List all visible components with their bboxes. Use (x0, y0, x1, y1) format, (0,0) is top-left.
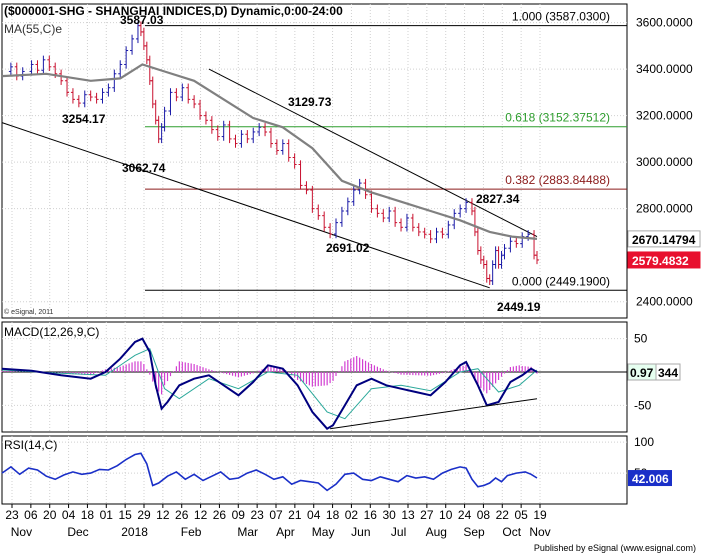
ma-price-label: 2670.14794 (632, 233, 696, 247)
x-tick-label: 30 (382, 508, 396, 522)
channel-upper-line (208, 68, 538, 238)
price-annotation: 2827.34 (476, 192, 520, 206)
x-tick-label: 16 (364, 508, 378, 522)
x-month-label: Apr (276, 525, 295, 539)
price-annotation: 3254.17 (62, 112, 106, 126)
x-month-label: Aug (426, 525, 447, 539)
fib-level-label: 0.382 (2883.84488) (505, 173, 610, 187)
x-tick-label: 24 (458, 508, 472, 522)
x-tick-label: 10 (439, 508, 453, 522)
last-price-label: 2579.4832 (632, 254, 689, 268)
fib-level-label: 1.000 (3587.0300) (512, 10, 610, 24)
ma-legend: MA(55,C)e (4, 22, 62, 36)
x-month-label: Jul (391, 525, 406, 539)
rsi-value-label: 42.006 (632, 472, 669, 486)
ma-price-tag (627, 230, 701, 248)
fib-level-label: 0.618 (3152.37512) (505, 111, 610, 125)
x-tick-label: 12 (194, 508, 208, 522)
price-panel-border (1, 3, 628, 319)
x-month-label: Feb (181, 525, 202, 539)
rsi-line (1, 452, 538, 492)
price-y-tick-label: 2400.0000 (636, 295, 693, 309)
x-tick-label: 07 (269, 508, 283, 522)
macd-signal-tag (655, 363, 681, 381)
price-annotation: 2691.02 (326, 241, 370, 255)
x-tick-label: 02 (345, 508, 359, 522)
x-tick-label: 18 (81, 508, 95, 522)
price-y-tick-label: 2800.0000 (636, 202, 693, 216)
price-y-tick-label: 3200.0000 (636, 109, 693, 123)
x-month-label: Jun (351, 525, 370, 539)
rsi-y-tick-label: 100 (634, 435, 654, 449)
x-tick-label: 06 (24, 508, 38, 522)
rsi-panel-border (1, 435, 628, 505)
x-month-label: Dec (67, 525, 88, 539)
x-tick-label: 29 (137, 508, 151, 522)
macd-value-label: 0.97 (630, 366, 654, 380)
x-tick-label: 23 (5, 508, 19, 522)
x-tick-label: 05 (514, 508, 528, 522)
macd-y-tick-label: 50 (634, 332, 648, 346)
macd-panel-border (1, 321, 628, 433)
price-annotation: 3129.73 (288, 95, 332, 109)
macd-signal-label: 344 (658, 366, 678, 380)
x-tick-label: 18 (326, 508, 340, 522)
price-y-tick-label: 3000.0000 (636, 155, 693, 169)
x-tick-label: 08 (477, 508, 491, 522)
x-month-label: Nov (529, 525, 550, 539)
x-month-label: Mar (237, 525, 258, 539)
esignal-watermark: © eSignal, 2011 (4, 308, 54, 316)
x-tick-label: 01 (100, 508, 114, 522)
x-tick-label: 20 (43, 508, 57, 522)
x-tick-label: 15 (118, 508, 132, 522)
rsi-legend: RSI(14,C) (4, 438, 57, 452)
x-axis: 23 06 20 04 18 01 15 29 12 26 12 26 09 23 07 21 04 18 02 16… (5, 504, 551, 539)
chart-title: ($000001-SHG - SHANGHAI INDICES,D) Dynam… (4, 4, 343, 18)
x-tick-label: 04 (62, 508, 76, 522)
publisher-credit: Published by eSignal (www.esignal.com) (534, 543, 696, 553)
rsi-value-tag (628, 470, 672, 487)
x-tick-label: 26 (175, 508, 189, 522)
x-month-label: 2018 (121, 525, 148, 539)
price-y-tick-label: 3600.0000 (636, 16, 693, 30)
macd-panel (1, 337, 627, 430)
price-annotation: 3587.03 (120, 13, 164, 27)
fib-level-label: 0.000 (2449.1900) (512, 274, 610, 288)
x-tick-label: 26 (213, 508, 227, 522)
x-tick-label: 04 (307, 508, 321, 522)
price-annotation: 2449.19 (497, 300, 541, 314)
x-tick-label: 13 (401, 508, 415, 522)
x-month-label: Oct (502, 525, 521, 539)
last-price-tag (627, 251, 701, 269)
x-month-label: Sep (463, 525, 485, 539)
x-tick-label: 22 (496, 508, 510, 522)
x-tick-label: 12 (156, 508, 170, 522)
x-month-label: May (312, 525, 335, 539)
price-panel: 1.000 (3587.0300) 0.618 (3152.37512) 0.382… (1, 10, 627, 314)
x-month-label: Nov (11, 525, 32, 539)
price-y-tick-label: 3400.0000 (636, 62, 693, 76)
macd-signal-line (1, 348, 538, 420)
price-annotation: 3062.74 (122, 161, 166, 175)
x-tick-label: 09 (232, 508, 246, 522)
x-tick-label: 21 (288, 508, 302, 522)
channel-lower-line (1, 122, 490, 289)
macd-legend: MACD(12,26,9,C) (4, 325, 99, 339)
macd-y-tick-label: -50 (634, 398, 652, 412)
x-tick-label: 27 (420, 508, 434, 522)
x-tick-label: 23 (250, 508, 264, 522)
rsi-panel (1, 452, 538, 492)
right-axis: 3600.0000 3400.0000 3200.0000 3000.0000 2800… (627, 16, 701, 487)
macd-trend-line (330, 398, 538, 430)
x-tick-label: 19 (533, 508, 547, 522)
grid-layer (1, 3, 628, 505)
ma-55-line (1, 63, 538, 240)
macd-line (1, 337, 538, 430)
